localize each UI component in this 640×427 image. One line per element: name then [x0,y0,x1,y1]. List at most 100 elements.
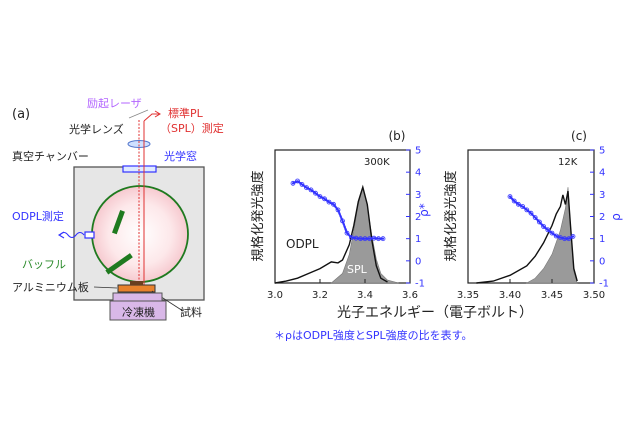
x-tick-label-b: 3.4 [357,290,373,301]
optical-window-label: 光学窓 [164,149,197,163]
rho-point-b [326,199,332,205]
y-right-tick-label-c: 1 [599,234,605,245]
rho-point-b [358,236,363,242]
spl-arrow-head [154,110,161,118]
rho-point-b [290,180,296,186]
x-tick-label-c: 3.45 [541,290,563,301]
panel-b-left-axis-label: 規格化発光強度 [250,170,266,261]
panel-b-frame [274,149,411,284]
rho-point-c [528,210,534,216]
vacuum-chamber-label: 真空チャンバー [12,149,89,163]
x-axis-label: 光子エネルギー（電子ボルト） [337,305,533,321]
rho-point-c [524,207,530,213]
rho-point-c [558,235,563,241]
cooler-top [112,292,163,302]
rho-point-c [516,201,521,207]
sample-label: 試料 [180,305,202,319]
rho-point-b [313,190,318,196]
y-right-tick-label-b: -1 [415,279,425,290]
rho-point-b [299,181,305,187]
odpl-line-b [274,184,388,284]
rho-point-b [304,185,309,191]
y-right-tick-label-b: 3 [415,190,421,201]
spl-curve-label: SPL [347,263,368,276]
excitation-laser-label: 励起レーザ [87,97,142,110]
panel-c-left-axis-label: 規格化発光強度 [443,170,459,261]
optical-lens-label: 光学レンズ [69,122,124,136]
panel-b-right-axis-label: ρ* [417,203,431,217]
x-tick-label-c: 3.50 [583,290,605,301]
rho-point-c [570,233,576,239]
y-right-tick-label-b: 5 [415,146,421,157]
panel-c-temperature: 12K [558,157,578,168]
rho-point-c [549,230,555,236]
baffle-label: バッフル [22,258,66,271]
x-tick-label-c: 3.40 [499,290,521,301]
rho-point-c [520,204,525,209]
y-right-tick-label-b: 1 [415,234,421,245]
panel-c-frame [467,149,595,284]
spl-beam-turn [143,113,160,122]
panel-a-label: (a) [12,107,30,122]
y-right-tick-label-b: 4 [415,168,421,179]
rho-point-c [553,233,559,239]
rho-point-b [376,236,381,242]
rho-point-b [353,235,359,241]
aluminum-plate [117,284,156,293]
panel-b-label: (b) [389,129,406,143]
rho-point-c [532,215,538,221]
rho-point-b [344,230,350,236]
rho-point-c [541,224,546,229]
odpl-measure-label: ODPL測定 [12,209,64,223]
x-tick-label-c: 3.35 [457,290,479,301]
footnote: ＊ρはODPL強度とSPL強度の比を表す。 [274,328,473,342]
y-right-tick-label-c: 0 [599,256,605,267]
rho-point-b [331,201,336,207]
rho-point-b [308,187,314,193]
rho-point-c [507,194,513,200]
cooler-body [109,300,167,321]
baffle-top [112,210,125,235]
spl-label-line2: （SPL）測定 [160,121,224,135]
y-right-tick-label-c: 5 [599,146,605,157]
odpl-curve-label: ODPL [286,237,319,251]
sample [130,281,143,285]
baffle-bottom [105,253,133,275]
panel-c-label: (c) [571,129,587,143]
cooler-label: 冷凍機 [122,305,155,319]
y-right-tick-label-b: 2 [415,212,421,223]
y-right-tick-label-c: 3 [599,190,605,201]
x-tick-label-b: 3.0 [267,290,283,301]
x-tick-label-b: 3.6 [402,290,418,301]
odpl-window [84,231,95,239]
rho-point-b [362,236,368,242]
rho-point-c [511,198,517,204]
panel-c-right-axis-label: ρ [609,213,623,221]
spl-label-line1: 標準PL [168,106,204,120]
panel-b-chart: 3.0 3.2 3.4 3.6-1 0 1 2 3 4 5 (b) 300K ODPL SPL ρ… [267,129,431,301]
rho-point-b [367,236,372,242]
odpl-line-c [476,190,578,284]
rho-point-c [566,236,572,242]
x-tick-label-b: 3.2 [312,290,328,301]
panel-b-temperature: 300K [364,157,390,168]
rho-point-c [537,219,542,225]
rho-point-b [371,235,377,241]
beam-splitter-mirror [128,109,149,119]
rho-point-b [317,194,323,200]
aluminum-plate-label: アルミニウム板 [12,280,89,294]
integrating-sphere [91,185,189,283]
y-right-tick-label-c: 2 [599,212,605,223]
odpl-arrow-head [57,231,65,239]
rho-point-c [545,227,551,233]
y-right-tick-label-b: 0 [415,256,421,267]
rho-point-b [322,196,327,202]
y-right-tick-label-c: 4 [599,168,605,179]
rho-point-b [349,235,354,241]
rho-point-b [380,236,386,242]
rho-point-b [340,218,345,224]
y-right-tick-label-c: -1 [599,279,609,290]
panel-c-chart: 3.35 3.40 3.45 3.50-1 0 1 2 3 4 5 (c) 12K ρ [457,129,623,301]
plate-leader-line [93,286,118,289]
rho-point-b [335,207,341,213]
